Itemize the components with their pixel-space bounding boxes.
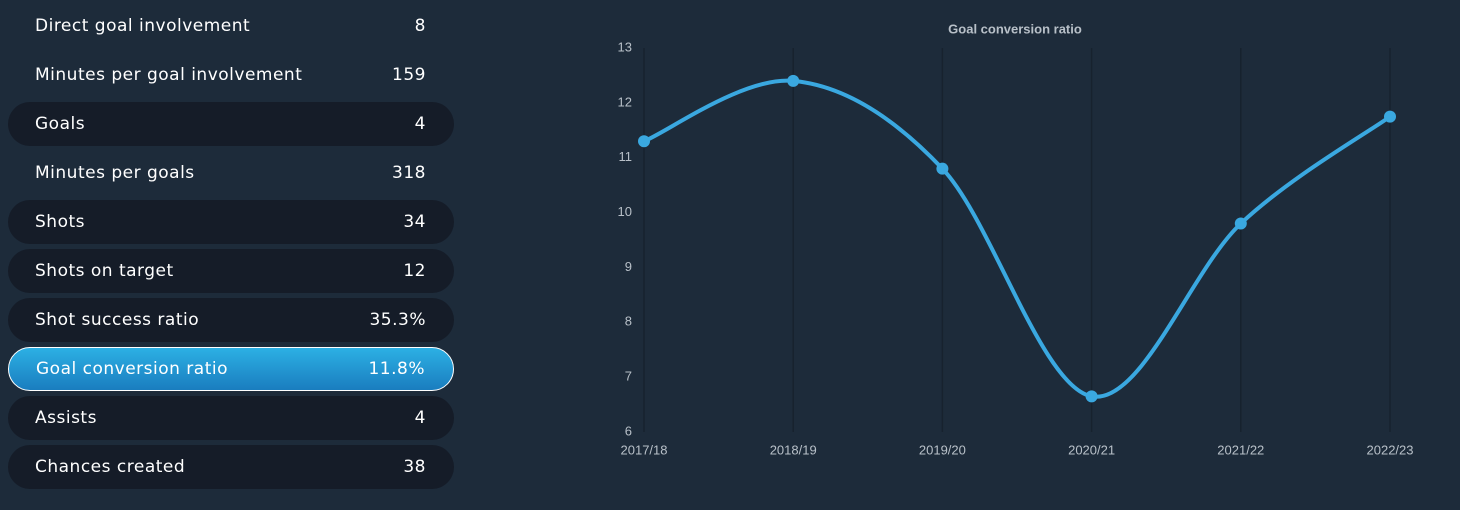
y-tick-label: 12 — [618, 94, 632, 109]
stat-row[interactable]: Shots 34 — [8, 200, 454, 244]
stat-row[interactable]: Goal conversion ratio 11.8% — [8, 347, 454, 391]
x-tick-label: 2021/22 — [1217, 442, 1264, 457]
stat-label: Chances created — [35, 457, 186, 477]
stat-row[interactable]: Direct goal involvement 8 — [8, 4, 454, 48]
stat-value: 11.8% — [368, 359, 425, 379]
stat-value: 4 — [414, 114, 426, 134]
point — [1085, 390, 1098, 403]
x-tick-label: 2020/21 — [1068, 442, 1115, 457]
x-tick-label: 2017/18 — [621, 442, 668, 457]
stat-row[interactable]: Chances created 38 — [8, 445, 454, 489]
stat-row[interactable]: Shot success ratio 35.3% — [8, 298, 454, 342]
stat-label: Minutes per goals — [35, 163, 195, 183]
stat-value: 12 — [403, 261, 426, 281]
stat-label: Goal conversion ratio — [36, 359, 229, 379]
stat-value: 35.3% — [369, 310, 426, 330]
chart-title: Goal conversion ratio — [948, 21, 1082, 36]
y-tick-label: 11 — [619, 149, 633, 164]
stat-value: 8 — [414, 16, 426, 36]
stat-label: Assists — [35, 408, 97, 428]
point — [1234, 217, 1247, 230]
stat-label: Shots — [35, 212, 85, 232]
x-tick-label: 2019/20 — [919, 442, 966, 457]
stat-label: Goals — [35, 114, 86, 134]
line — [643, 78, 1392, 399]
x-tick-label: 2022/23 — [1367, 442, 1414, 457]
x-tick-label: 2018/19 — [770, 442, 817, 457]
stat-row[interactable]: Assists 4 — [8, 396, 454, 440]
stat-row[interactable]: Minutes per goals 318 — [8, 151, 454, 195]
point — [787, 74, 800, 87]
point — [1384, 110, 1396, 123]
stat-value: 34 — [403, 212, 426, 232]
stat-value: 318 — [392, 163, 426, 183]
stat-value: 4 — [414, 408, 426, 428]
stat-row[interactable]: Shots on target 12 — [8, 249, 454, 293]
y-tick-label: 6 — [625, 423, 632, 438]
stat-label: Direct goal involvement — [35, 16, 251, 36]
point — [936, 162, 949, 175]
stat-label: Minutes per goal involvement — [35, 65, 303, 85]
stat-label: Shots on target — [35, 261, 174, 281]
stat-label: Shot success ratio — [35, 310, 200, 330]
stat-value: 38 — [403, 457, 426, 477]
stat-row[interactable]: Minutes per goal involvement 159 — [8, 53, 454, 97]
point — [638, 135, 650, 148]
y-tick-label: 10 — [618, 204, 632, 219]
y-tick-label: 7 — [625, 369, 632, 384]
stats-list: Direct goal involvement 8 Minutes per goal… — [8, 4, 454, 494]
stat-row[interactable]: Goals 4 — [8, 102, 454, 146]
y-tick-label: 8 — [625, 314, 632, 329]
stat-value: 159 — [392, 65, 426, 85]
y-tick-label: 13 — [618, 39, 632, 54]
y-tick-label: 9 — [625, 259, 632, 274]
